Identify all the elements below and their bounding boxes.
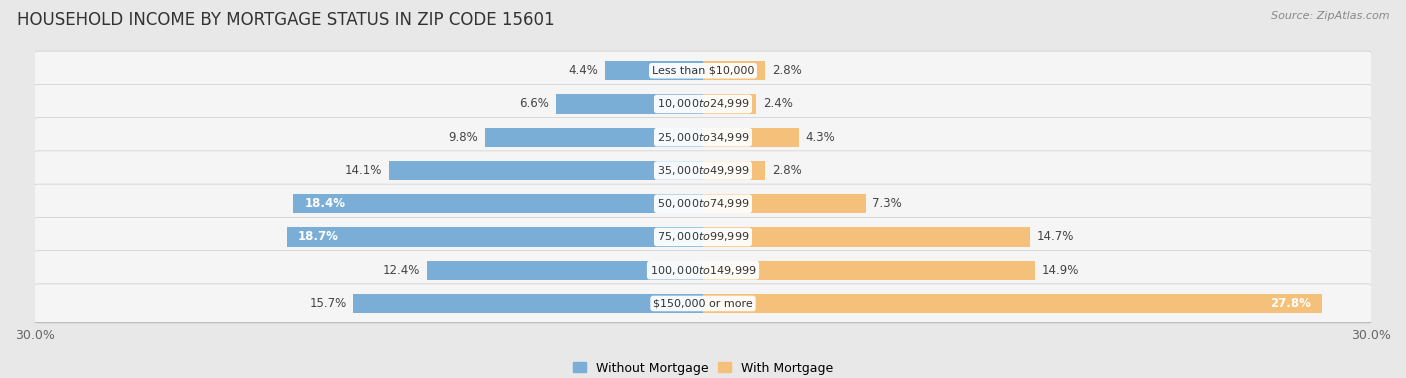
Text: $75,000 to $99,999: $75,000 to $99,999	[657, 231, 749, 243]
FancyBboxPatch shape	[34, 284, 1372, 323]
FancyBboxPatch shape	[34, 118, 1372, 157]
FancyBboxPatch shape	[34, 84, 1372, 124]
Bar	[389, 161, 703, 180]
Bar	[703, 260, 1035, 280]
Bar	[427, 260, 703, 280]
Bar	[703, 128, 799, 147]
FancyBboxPatch shape	[34, 151, 1372, 190]
Text: Source: ZipAtlas.com: Source: ZipAtlas.com	[1271, 11, 1389, 21]
Bar	[703, 161, 765, 180]
Text: 2.4%: 2.4%	[763, 98, 793, 110]
Bar	[287, 227, 703, 246]
Bar	[703, 94, 756, 114]
Bar	[703, 294, 1322, 313]
Bar	[605, 61, 703, 81]
Text: $150,000 or more: $150,000 or more	[654, 299, 752, 308]
Bar	[485, 128, 703, 147]
Text: $50,000 to $74,999: $50,000 to $74,999	[657, 197, 749, 210]
Bar	[294, 194, 703, 213]
Bar	[703, 61, 765, 81]
FancyBboxPatch shape	[34, 251, 1372, 290]
Text: 18.4%: 18.4%	[305, 197, 346, 210]
Text: 6.6%: 6.6%	[520, 98, 550, 110]
Bar	[555, 94, 703, 114]
Text: 15.7%: 15.7%	[309, 297, 347, 310]
Text: 18.7%: 18.7%	[298, 231, 339, 243]
Text: 14.7%: 14.7%	[1036, 231, 1074, 243]
Bar	[703, 227, 1031, 246]
Text: 12.4%: 12.4%	[382, 264, 420, 277]
Text: HOUSEHOLD INCOME BY MORTGAGE STATUS IN ZIP CODE 15601: HOUSEHOLD INCOME BY MORTGAGE STATUS IN Z…	[17, 11, 554, 29]
Text: 9.8%: 9.8%	[449, 131, 478, 144]
Text: 7.3%: 7.3%	[872, 197, 901, 210]
Bar	[353, 294, 703, 313]
Text: $100,000 to $149,999: $100,000 to $149,999	[650, 264, 756, 277]
Text: 2.8%: 2.8%	[772, 64, 801, 77]
Legend: Without Mortgage, With Mortgage: Without Mortgage, With Mortgage	[568, 356, 838, 378]
Text: $35,000 to $49,999: $35,000 to $49,999	[657, 164, 749, 177]
Bar	[703, 194, 866, 213]
FancyBboxPatch shape	[34, 51, 1372, 90]
Text: 14.1%: 14.1%	[344, 164, 382, 177]
Text: $10,000 to $24,999: $10,000 to $24,999	[657, 98, 749, 110]
Text: 4.4%: 4.4%	[568, 64, 599, 77]
Text: 14.9%: 14.9%	[1042, 264, 1078, 277]
Text: $25,000 to $34,999: $25,000 to $34,999	[657, 131, 749, 144]
Text: 2.8%: 2.8%	[772, 164, 801, 177]
Text: 27.8%: 27.8%	[1270, 297, 1310, 310]
FancyBboxPatch shape	[34, 217, 1372, 257]
Text: Less than $10,000: Less than $10,000	[652, 66, 754, 76]
FancyBboxPatch shape	[34, 184, 1372, 223]
Text: 4.3%: 4.3%	[806, 131, 835, 144]
